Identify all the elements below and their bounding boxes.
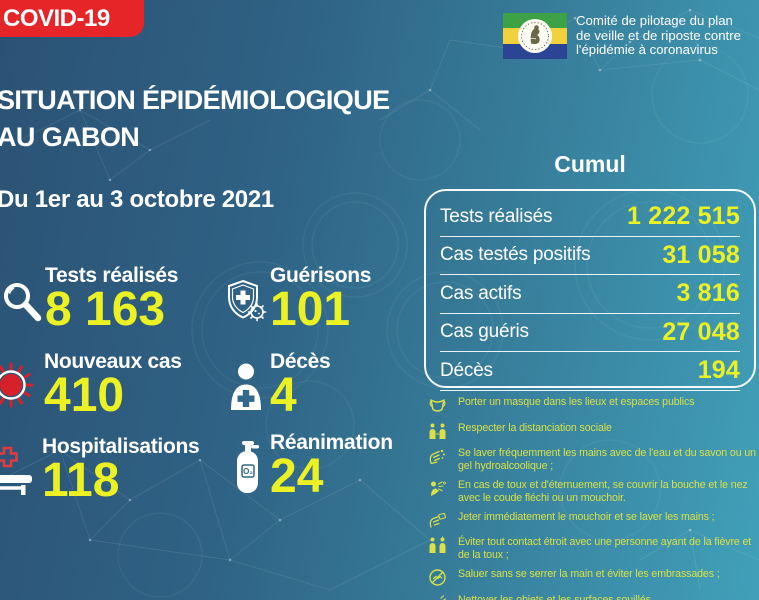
stat-tests-realises: Tests réalisés 8 163	[1, 264, 179, 337]
hospital-bed-icon	[0, 445, 42, 500]
cumul-row-value: 3 816	[676, 279, 740, 308]
avoid-contact-icon	[428, 536, 447, 555]
covid-banner-label: COVID-19	[3, 4, 110, 32]
cumul-row-value: 1 222 515	[626, 202, 740, 231]
search-icon	[1, 280, 45, 329]
stat-value: 410	[44, 369, 125, 423]
guideline-item: Respecter la distanciation sociale	[428, 422, 756, 441]
guideline-item: Jeter immédiatement le mouchoir et se la…	[428, 511, 756, 530]
oxygen-tank-icon: O₂	[234, 438, 270, 499]
cumul-row-label: Décès	[440, 359, 493, 381]
cumul-row-label: Cas guéris	[440, 321, 529, 343]
guideline-text: Jeter immédiatement le mouchoir et se la…	[458, 510, 715, 523]
stat-value: 4	[270, 369, 297, 423]
stat-value: 118	[42, 454, 120, 508]
guideline-item: Se laver fréquemment les mains avec de l…	[428, 447, 756, 472]
cumul-row-label: Cas actifs	[440, 282, 522, 304]
stat-label: Nouveaux cas	[44, 350, 182, 373]
cumul-row-label: Tests réalisés	[440, 205, 553, 227]
stat-reanimation: O₂ Réanimation 24	[234, 431, 393, 504]
cumul-row-positifs: Cas testés positifs 31 058	[440, 237, 740, 275]
cumul-row-tests: Tests réalisés 1 222 515	[440, 198, 740, 237]
committee-name-line3: l'épidémie à coronavirus	[576, 42, 718, 58]
stat-label: Tests réalisés	[45, 264, 179, 287]
shield-cross-virus-icon	[224, 278, 270, 329]
covid-banner: COVID-19	[0, 0, 144, 37]
guidelines-list: Porter un masque dans les lieux et espac…	[428, 396, 756, 600]
guideline-item: Saluer sans se serrer la main et éviter …	[428, 568, 756, 587]
no-handshake-icon	[428, 568, 447, 587]
guideline-text: Porter un masque dans les lieux et espac…	[458, 396, 695, 408]
stat-guerisons: Guérisons 101	[224, 264, 372, 337]
committee-name-line2: de veille et de riposte contre	[576, 27, 741, 43]
committee-logo: Comité de pilotage du plan de veille et …	[503, 13, 741, 59]
stat-label: Hospitalisations	[42, 435, 200, 458]
stat-label: Décès	[270, 350, 331, 373]
cumul-row-actifs: Cas actifs 3 816	[440, 275, 740, 314]
cumul-row-gueris: Cas guéris 27 048	[440, 314, 740, 352]
cumul-title: Cumul	[554, 151, 626, 177]
guideline-item: En cas de toux et d'éternuement, se couv…	[428, 479, 756, 504]
throw-tissue-icon	[428, 511, 447, 530]
guideline-text: Saluer sans se serrer la main et éviter …	[458, 568, 720, 581]
stat-value: 24	[270, 450, 324, 504]
guideline-text: Éviter tout contact étroit avec une pers…	[458, 536, 752, 562]
person-cross-icon	[226, 362, 270, 415]
page-title-line2: AU GABON	[0, 121, 140, 152]
mask-icon	[428, 396, 447, 415]
page-title-line1: SITUATION ÉPIDÉMIOLOGIQUE	[0, 85, 390, 115]
cumul-table: Tests réalisés 1 222 515 Cas testés posi…	[424, 189, 756, 391]
cumul-row-value: 27 048	[662, 317, 740, 346]
cumul-row-deces: Décès 194	[440, 352, 740, 391]
guideline-text: Se laver fréquemment les mains avec de l…	[458, 447, 756, 472]
page-title: SITUATION ÉPIDÉMIOLOGIQUE AU GABON	[0, 82, 390, 156]
social-distance-icon	[428, 422, 447, 441]
guideline-item: Éviter tout contact étroit avec une pers…	[428, 536, 756, 561]
stat-value: 101	[270, 283, 351, 337]
date-range: Du 1er au 3 octobre 2021	[0, 186, 274, 213]
stat-hospitalisations: Hospitalisations 118	[0, 435, 200, 508]
stat-deces: Décès 4	[226, 350, 331, 423]
stat-label: Guérisons	[270, 264, 372, 287]
guideline-item: Nettoyer les objets et les surfaces soui…	[428, 594, 756, 600]
virus-icon	[0, 360, 44, 415]
wash-hands-icon	[428, 447, 447, 466]
stat-value: 8 163	[45, 283, 166, 337]
cumul-row-label: Cas testés positifs	[440, 244, 591, 266]
cumul-row-value: 31 058	[662, 240, 740, 269]
clean-surfaces-icon	[428, 594, 447, 600]
guideline-item: Porter un masque dans les lieux et espac…	[428, 396, 756, 415]
cough-elbow-icon	[428, 479, 447, 498]
stat-label: Réanimation	[270, 431, 393, 454]
guideline-text: En cas de toux et d'éternuement, se couv…	[458, 478, 748, 504]
svg-text:O₂: O₂	[243, 467, 253, 476]
cumul-row-value: 194	[697, 356, 740, 385]
guideline-text: Respecter la distanciation sociale	[458, 421, 612, 434]
committee-name-line1: Comité de pilotage du plan	[576, 13, 733, 29]
guideline-text: Nettoyer les objets et les surfaces soui…	[458, 593, 654, 600]
gabon-flag	[503, 13, 567, 59]
gabon-seal-icon	[518, 19, 552, 53]
committee-name: Comité de pilotage du plan de veille et …	[576, 14, 741, 58]
stat-nouveaux-cas: Nouveaux cas 410	[0, 350, 182, 423]
